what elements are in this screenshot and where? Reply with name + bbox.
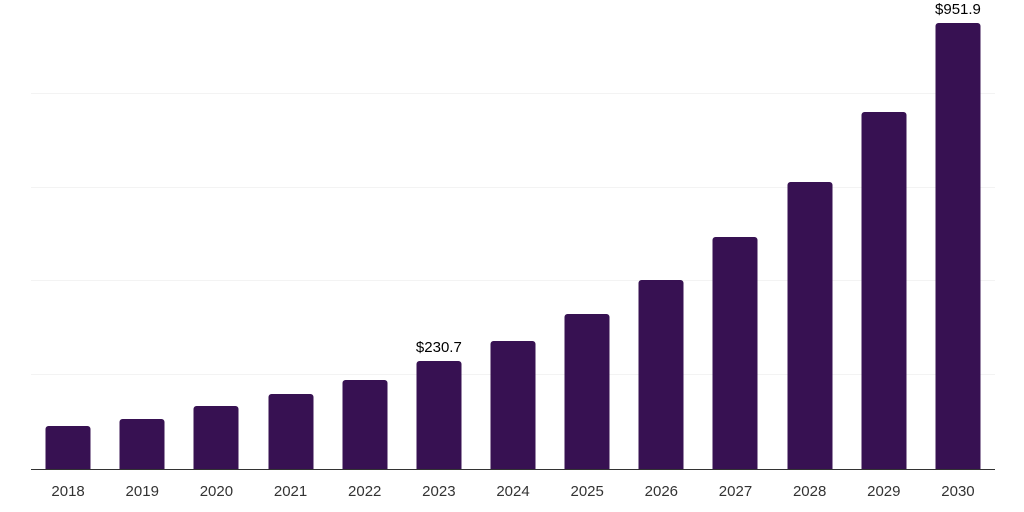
bar-slot-2021 (253, 0, 327, 469)
bar-2019 (119, 418, 165, 469)
bar-slot-2024 (476, 0, 550, 469)
x-tick-label-2030: 2030 (941, 483, 975, 500)
bar-2030 (935, 22, 981, 469)
bar-slot-2026 (624, 0, 698, 469)
bar-2025 (564, 313, 610, 469)
x-tick-label-2027: 2027 (718, 483, 753, 500)
x-tick-label-2028: 2028 (792, 483, 827, 500)
y-gridline-800 (31, 92, 995, 94)
x-tick-label-2022: 2022 (348, 483, 382, 500)
bar-slot-2022 (328, 0, 402, 469)
bar-2027 (712, 237, 758, 469)
plot-area: $230.7 $951.9 (31, 0, 995, 470)
x-tick-label-2019: 2019 (125, 483, 159, 500)
y-gridline-600 (31, 186, 995, 188)
bar-value-label-2023: $230.7 (415, 338, 462, 356)
bar-2026 (638, 280, 684, 469)
bar-2022 (342, 379, 388, 469)
bar-2029 (861, 111, 907, 469)
x-tick-label-2021: 2021 (273, 483, 308, 500)
bar-slot-2030: $951.9 (921, 0, 995, 469)
x-tick-label-2018: 2018 (51, 483, 85, 500)
x-tick-label-2029: 2029 (867, 483, 901, 500)
x-tick-label-2020: 2020 (199, 483, 234, 500)
x-tick-label-2023: 2023 (422, 483, 456, 500)
bar-slot-2028 (773, 0, 847, 469)
x-tick-label-2024: 2024 (496, 483, 530, 500)
bars-container: $230.7 $951.9 (31, 0, 995, 469)
x-tick-label-2026: 2026 (644, 483, 679, 500)
bar-2021 (268, 393, 314, 469)
bar-2023 (416, 360, 462, 469)
x-tick-label-2025: 2025 (570, 483, 604, 500)
bar-2020 (193, 405, 239, 469)
bar-slot-2027 (698, 0, 772, 469)
bar-2018 (45, 425, 91, 469)
y-gridline-400 (31, 280, 995, 282)
bar-slot-2025 (550, 0, 624, 469)
bar-slot-2029 (847, 0, 921, 469)
bar-2024 (490, 340, 536, 469)
bar-slot-2019 (105, 0, 179, 469)
bar-2028 (787, 181, 833, 469)
bar-slot-2023: $230.7 (402, 0, 476, 469)
bar-slot-2018 (31, 0, 105, 469)
bar-value-label-2030: $951.9 (935, 0, 981, 18)
bar-slot-2020 (179, 0, 253, 469)
x-axis-tick-labels: 2018 2019 2020 2021 2022 2023 2024 2025 2026 2027… (31, 471, 995, 500)
